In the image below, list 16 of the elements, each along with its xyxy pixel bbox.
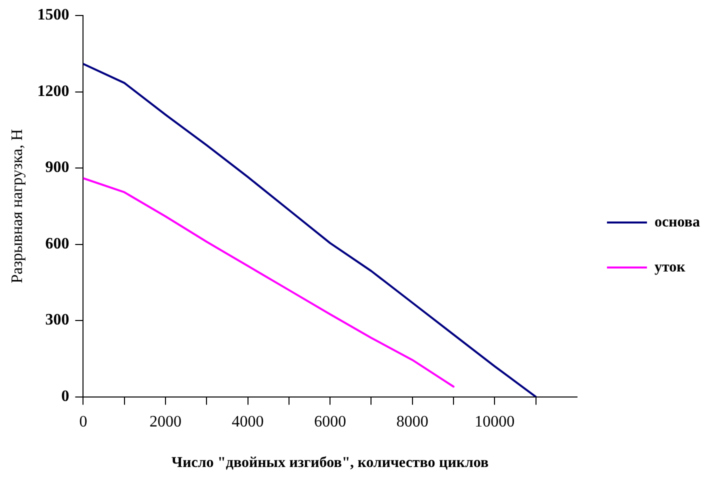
legend-label: уток — [654, 259, 686, 276]
x-tick-label: 6000 — [314, 414, 346, 431]
y-tick-label: 600 — [45, 235, 70, 252]
x-axis-title: Число "двойных изгибов", количество циклов — [172, 454, 489, 471]
x-tick-label: 8000 — [396, 414, 428, 431]
x-tick-label: 10000 — [474, 414, 515, 431]
y-tick-label: 1200 — [37, 82, 70, 100]
legend-label: основа — [654, 214, 700, 230]
x-tick-label: 0 — [79, 414, 88, 431]
y-axis-title: Разрывная нагрузка, Н — [8, 128, 26, 284]
x-tick-label: 4000 — [232, 414, 264, 431]
y-tick-label: 1500 — [37, 6, 70, 24]
y-tick-label: 300 — [45, 312, 70, 329]
y-tick-label: 0 — [61, 388, 70, 405]
y-tick-label: 900 — [45, 159, 70, 176]
x-tick-label: 2000 — [149, 414, 182, 431]
